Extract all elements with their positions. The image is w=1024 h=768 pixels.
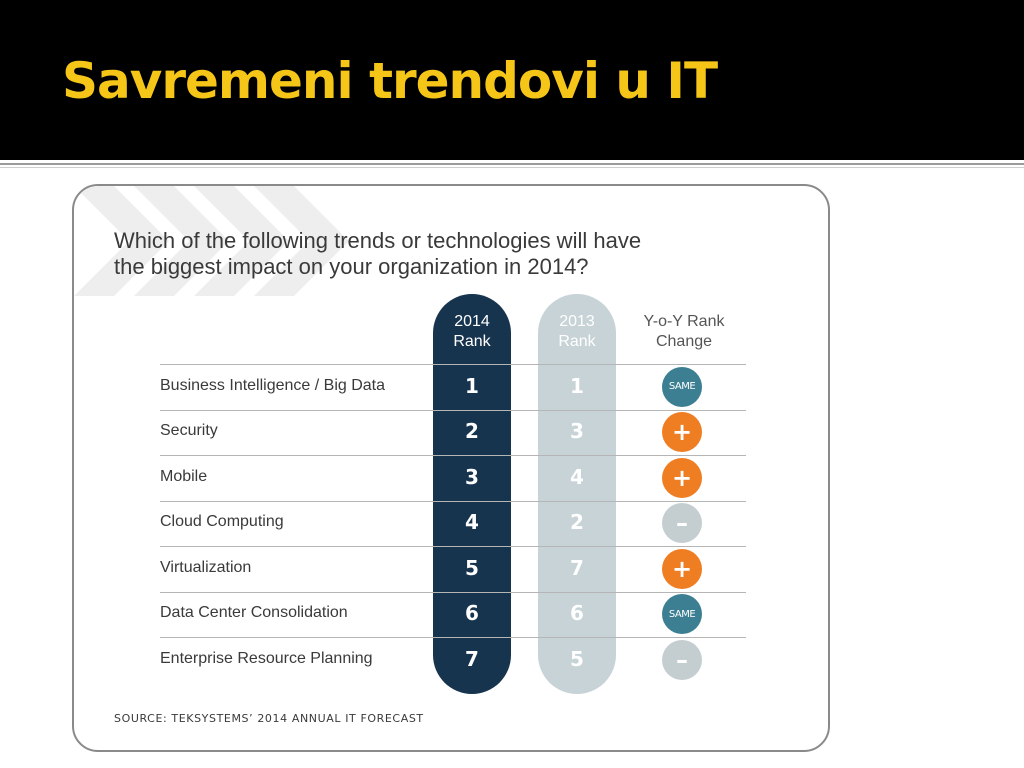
minus-badge-icon: –: [662, 503, 702, 544]
rank-2014-value: 2: [465, 419, 479, 444]
plus-badge-icon: +: [662, 548, 702, 589]
row-label: Data Center Consolidation: [160, 604, 348, 622]
row-divider: [160, 591, 746, 593]
row-divider: [160, 546, 746, 547]
slide-title: Savremeni trendovi u IT: [62, 52, 718, 110]
header-2013-rank: 2013 Rank: [538, 312, 616, 352]
survey-question-line: the biggest impact on your organization …: [114, 254, 589, 279]
header-2014-rank: 2014 Rank: [433, 312, 511, 352]
minus-badge-icon: –: [662, 639, 702, 680]
header-line: Rank: [558, 333, 596, 350]
same-badge-icon: SAME: [662, 366, 702, 407]
rank-2013-value: 5: [570, 646, 584, 671]
header-line: 2013: [559, 313, 595, 330]
title-divider: [0, 163, 1024, 165]
header-line: Change: [655, 333, 713, 350]
row-divider: [160, 364, 746, 365]
row-label: Virtualization: [160, 558, 252, 576]
row-divider: [160, 455, 746, 456]
rank-2014-value: 7: [465, 646, 479, 671]
row-label: Cloud Computing: [160, 513, 284, 531]
rank-2013-value: 2: [570, 510, 584, 535]
header-yoy-change: Y-o-Y Rank Change: [634, 312, 734, 352]
title-divider-secondary: [0, 167, 1024, 168]
row-divider: [160, 500, 746, 502]
same-badge-icon: SAME: [662, 594, 702, 635]
rank-2013-value: 7: [570, 555, 584, 580]
row-label: Business Intelligence / Big Data: [160, 376, 386, 394]
rank-2014-value: 6: [465, 601, 479, 626]
rank-2014-value: 4: [465, 510, 479, 535]
rank-2013-value: 6: [570, 601, 584, 626]
row-label: Mobile: [160, 467, 208, 485]
title-bar: Savremeni trendovi u IT: [0, 0, 1024, 160]
row-divider: [160, 409, 746, 411]
plus-badge-icon: +: [662, 412, 702, 453]
chevron-decoration: [74, 186, 349, 296]
survey-question-line: Which of the following trends or technol…: [114, 228, 642, 253]
rank-2014-value: 1: [465, 373, 479, 398]
infographic-card: Which of the following trends or technol…: [72, 184, 830, 752]
source-note: SOURCE: TEKSYSTEMS’ 2014 ANNUAL IT FOREC…: [114, 712, 424, 725]
rank-2014-value: 3: [465, 464, 479, 489]
rank-2013-value: 4: [570, 464, 584, 489]
rank-2013-value: 1: [570, 373, 584, 398]
header-line: Y-o-Y Rank: [643, 313, 725, 330]
row-label: Security: [160, 422, 218, 440]
header-line: Rank: [453, 333, 491, 350]
row-divider: [160, 637, 746, 638]
rank-2013-value: 3: [570, 419, 584, 444]
rank-2014-value: 5: [465, 555, 479, 580]
header-line: 2014: [454, 313, 490, 330]
rank-2013-column: [538, 294, 616, 694]
survey-question: Which of the following trends or technol…: [114, 228, 754, 280]
rank-2014-column: [433, 294, 511, 694]
plus-badge-icon: +: [662, 457, 702, 498]
row-label: Enterprise Resource Planning: [160, 649, 373, 667]
